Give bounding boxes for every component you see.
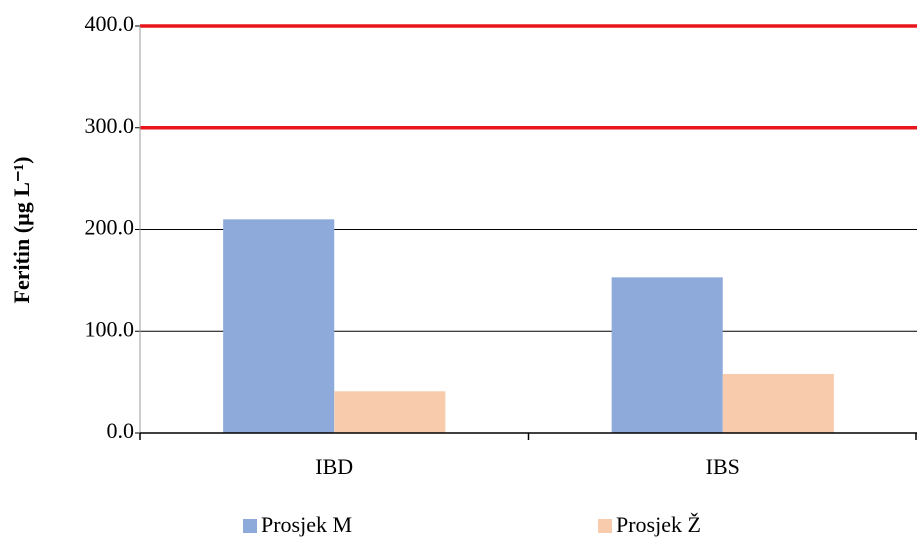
legend-swatch	[598, 519, 612, 533]
y-tick-label: 0.0	[107, 418, 135, 443]
y-tick-label: 200.0	[85, 215, 135, 240]
x-tick-label: IBS	[706, 454, 740, 479]
bar	[223, 219, 335, 433]
legend-swatch	[243, 519, 257, 533]
bar	[334, 391, 446, 433]
legend-label: Prosjek M	[261, 512, 352, 537]
y-axis-label: Feritin (µg L⁻¹)	[9, 157, 34, 304]
y-tick-label: 100.0	[85, 316, 135, 341]
bar	[611, 277, 723, 433]
y-tick-label: 400.0	[85, 11, 135, 36]
bar	[722, 373, 834, 433]
x-tick-label: IBD	[315, 454, 353, 479]
legend-label: Prosjek Ž	[616, 512, 701, 537]
y-tick-label: 300.0	[85, 113, 135, 138]
